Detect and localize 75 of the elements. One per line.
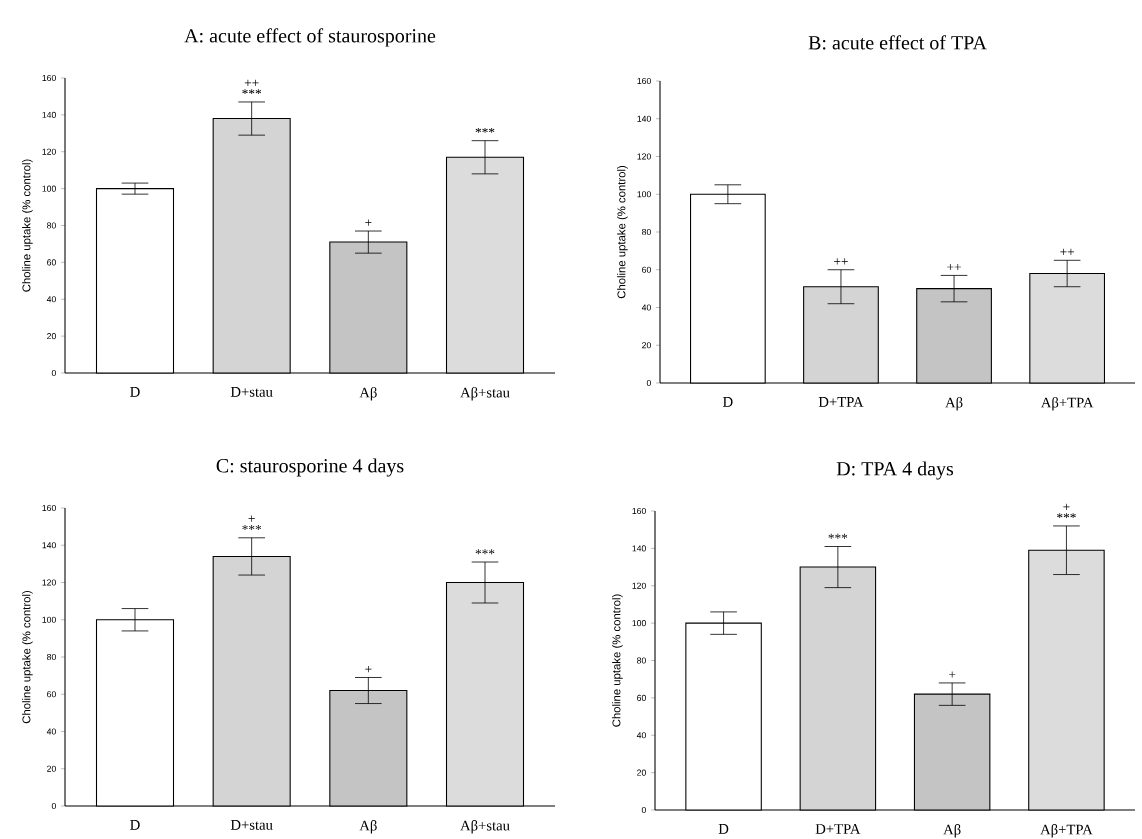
y-tick-label: 40: [636, 732, 646, 739]
annotation: +: [248, 515, 255, 522]
y-tick-label: 140: [637, 115, 651, 122]
y-tick-label: 20: [47, 333, 56, 340]
chart-title: B: acute effect of TPA: [808, 35, 987, 50]
x-tick-label: D+stau: [230, 820, 273, 830]
y-tick-label: 100: [42, 185, 56, 192]
x-tick-label: Aβ: [359, 387, 377, 401]
y-tick-label: 100: [42, 616, 56, 623]
y-tick-label: 0: [641, 806, 646, 814]
x-tick-label: Aβ: [943, 824, 961, 838]
y-tick-label: 0: [51, 802, 56, 810]
y-tick-label: 20: [642, 342, 651, 349]
annotation: +: [365, 665, 372, 673]
y-axis-title: Choline uptake (% control): [617, 165, 628, 299]
x-tick-label: D: [718, 824, 729, 834]
y-tick-label: 80: [47, 222, 56, 229]
chart-title: D: TPA 4 days: [836, 461, 954, 480]
y-tick-label: 40: [641, 304, 651, 311]
y-tick-label: 20: [637, 769, 646, 776]
x-tick-label: D+TPA: [818, 397, 864, 407]
y-tick-label: 160: [42, 504, 56, 512]
annotation: +: [949, 671, 956, 678]
annotation: ++: [244, 79, 259, 86]
y-tick-label: 100: [632, 620, 646, 627]
annotation: +: [1063, 503, 1070, 510]
annotation: ***: [828, 533, 848, 539]
chart-title: A: acute effect of staurosporine: [184, 28, 436, 47]
annotation: ++: [947, 263, 961, 271]
x-tick-label: D+TPA: [815, 824, 861, 834]
y-tick-label: 140: [42, 542, 56, 549]
x-tick-label: Aβ+stau: [460, 387, 510, 401]
y-axis-title: Choline uptake (% control): [22, 159, 33, 292]
y-tick-label: 20: [47, 765, 56, 772]
annotation: +: [365, 219, 372, 226]
annotation: ***: [242, 525, 262, 530]
y-tick-label: 80: [642, 228, 651, 236]
annotation: ++: [1060, 248, 1075, 255]
annotation: ***: [475, 127, 495, 133]
y-tick-label: 0: [51, 369, 56, 377]
annotation: ***: [475, 549, 495, 555]
x-tick-label: D: [130, 387, 140, 397]
y-axis-title: Choline uptake (% control): [22, 590, 33, 724]
y-tick-label: 40: [46, 296, 56, 303]
y-tick-label: 60: [47, 691, 56, 698]
y-tick-label: 120: [637, 153, 651, 160]
annotation: ***: [1057, 513, 1076, 519]
y-tick-label: 60: [642, 266, 651, 273]
x-tick-label: Aβ: [945, 397, 963, 411]
y-tick-label: 40: [46, 728, 56, 735]
x-tick-label: D: [722, 397, 733, 407]
x-tick-label: Aβ+TPA: [1040, 397, 1094, 411]
y-tick-label: 80: [637, 657, 646, 664]
x-tick-label: Aβ+TPA: [1040, 824, 1093, 838]
y-tick-label: 0: [646, 379, 651, 387]
x-tick-label: Aβ+stau: [460, 820, 510, 834]
annotation: ***: [242, 89, 262, 95]
y-tick-label: 80: [47, 653, 56, 661]
y-tick-label: 120: [632, 582, 646, 589]
chart-title: C: staurosporine 4 days: [216, 458, 404, 477]
annotation: ++: [834, 258, 848, 265]
y-tick-label: 120: [42, 579, 56, 586]
y-tick-label: 100: [637, 191, 651, 198]
y-tick-label: 160: [632, 507, 646, 515]
x-tick-label: Aβ: [359, 820, 377, 834]
x-tick-label: D+stau: [230, 387, 273, 397]
y-tick-label: 160: [637, 77, 651, 85]
x-tick-label: D: [130, 820, 140, 830]
y-tick-label: 60: [637, 694, 646, 701]
y-axis-title: Choline uptake (% control): [612, 594, 623, 727]
y-tick-label: 60: [47, 259, 56, 266]
y-tick-label: 140: [42, 111, 56, 118]
y-tick-label: 120: [42, 148, 56, 155]
y-tick-label: 140: [632, 545, 646, 552]
y-tick-label: 160: [42, 74, 56, 82]
